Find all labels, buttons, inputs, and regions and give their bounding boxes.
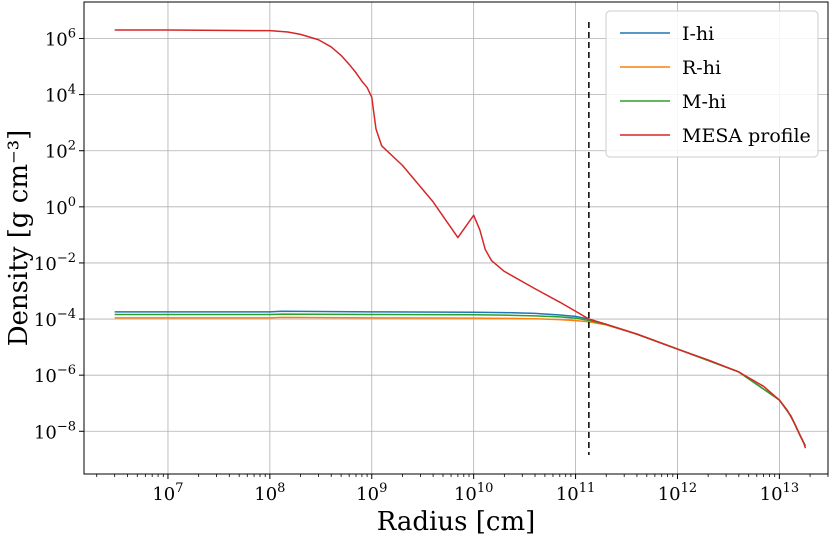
x-tick-exponent: 13 <box>783 481 800 496</box>
y-tick-base: 10 <box>34 310 57 331</box>
y-tick-base: 10 <box>45 142 68 163</box>
y-tick-label: 104 <box>45 83 76 107</box>
y-tick-base: 10 <box>34 366 57 387</box>
x-tick-base: 10 <box>556 484 579 505</box>
series-lines <box>114 29 807 449</box>
y-axis-title: Density [g cm⁻³] <box>4 130 34 347</box>
axis-ticks: 107 108 109 1010 1011 1012 101310610410210010−… <box>34 27 829 505</box>
series-line-mesa-profile <box>114 29 807 449</box>
y-tick-label: 106 <box>45 27 76 51</box>
y-tick-exponent: −4 <box>57 307 76 322</box>
legend-label: R-hi <box>682 57 721 79</box>
legend-label: M-hi <box>682 91 726 113</box>
legend: I-hi R-hi M-hi MESA profile <box>605 10 819 158</box>
x-tick-exponent: 11 <box>579 481 596 496</box>
x-tick-label: 1011 <box>556 481 595 505</box>
y-tick-exponent: 0 <box>68 195 76 210</box>
x-tick-exponent: 10 <box>477 481 494 496</box>
x-tick-base: 10 <box>454 484 477 505</box>
legend-box <box>605 10 819 158</box>
x-tick-label: 1012 <box>658 481 697 505</box>
x-tick-exponent: 8 <box>277 481 285 496</box>
x-tick-label: 107 <box>152 481 183 505</box>
x-tick-exponent: 9 <box>379 481 387 496</box>
y-tick-exponent: −8 <box>57 419 76 434</box>
x-tick-exponent: 12 <box>681 481 698 496</box>
x-tick-base: 10 <box>254 484 277 505</box>
x-axis-title: Radius [cm] <box>377 507 536 536</box>
y-tick-exponent: −2 <box>57 251 76 266</box>
x-tick-label: 1013 <box>760 481 799 505</box>
x-tick-base: 10 <box>658 484 681 505</box>
x-tick-label: 109 <box>356 481 387 505</box>
x-tick-base: 10 <box>760 484 783 505</box>
y-tick-label: 10−8 <box>34 419 76 443</box>
x-tick-base: 10 <box>356 484 379 505</box>
y-tick-label: 10−2 <box>34 251 76 275</box>
x-tick-base: 10 <box>152 484 175 505</box>
legend-label: MESA profile <box>682 125 811 147</box>
y-tick-label: 100 <box>45 195 76 219</box>
y-tick-base: 10 <box>45 30 68 51</box>
x-tick-exponent: 7 <box>175 481 183 496</box>
y-tick-base: 10 <box>45 198 68 219</box>
x-tick-label: 108 <box>254 481 285 505</box>
y-tick-label: 10−4 <box>34 307 76 331</box>
x-tick-label: 1010 <box>454 481 493 505</box>
y-tick-label: 102 <box>45 139 76 163</box>
plot-frame <box>83 1 829 475</box>
y-tick-base: 10 <box>45 86 68 107</box>
y-tick-exponent: −6 <box>57 363 76 378</box>
y-tick-exponent: 4 <box>68 83 76 98</box>
y-tick-base: 10 <box>34 254 57 275</box>
y-tick-label: 10−6 <box>34 363 76 387</box>
legend-label: I-hi <box>682 23 714 45</box>
y-tick-exponent: 2 <box>68 139 76 154</box>
y-tick-base: 10 <box>34 422 57 443</box>
y-tick-exponent: 6 <box>68 27 76 42</box>
